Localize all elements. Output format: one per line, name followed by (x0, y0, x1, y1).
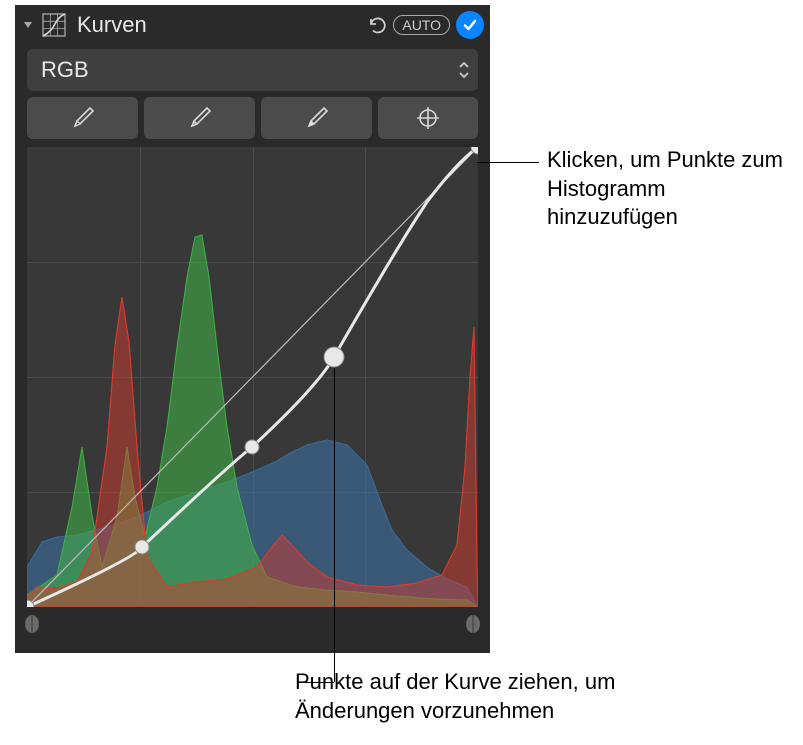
curve-point[interactable] (245, 440, 259, 454)
curve-point[interactable] (324, 347, 344, 367)
panel-header: Kurven AUTO (15, 5, 490, 45)
auto-button[interactable]: AUTO (393, 15, 450, 35)
histogram-svg (27, 147, 478, 607)
callout-line-2v (334, 368, 335, 682)
enable-toggle[interactable] (456, 11, 484, 39)
white-point-handle[interactable] (464, 613, 482, 635)
callout-line-1 (477, 162, 539, 163)
eyedropper-row (27, 97, 478, 139)
black-point-handle[interactable] (23, 613, 41, 635)
undo-icon[interactable] (365, 14, 387, 36)
add-point-button[interactable] (378, 97, 478, 139)
disclosure-triangle-icon[interactable] (21, 18, 35, 32)
annotation-add-points: Klicken, um Punkte zum Histogramm hinzuz… (547, 146, 797, 232)
eyedropper-gray-button[interactable] (144, 97, 255, 139)
eyedropper-black-button[interactable] (27, 97, 138, 139)
histogram-area[interactable] (27, 147, 478, 607)
channel-select[interactable]: RGB (27, 49, 478, 91)
curves-tool-icon (41, 12, 67, 38)
channel-select-value: RGB (41, 57, 89, 83)
annotation-drag-points: Punkte auf der Kurve ziehen, um Änderung… (295, 668, 715, 725)
stepper-arrows-icon (458, 61, 470, 79)
curves-panel: Kurven AUTO RGB (15, 5, 490, 653)
eyedropper-white-button[interactable] (261, 97, 372, 139)
curve-point[interactable] (135, 540, 149, 554)
range-slider[interactable] (27, 611, 478, 643)
panel-title: Kurven (77, 12, 359, 38)
